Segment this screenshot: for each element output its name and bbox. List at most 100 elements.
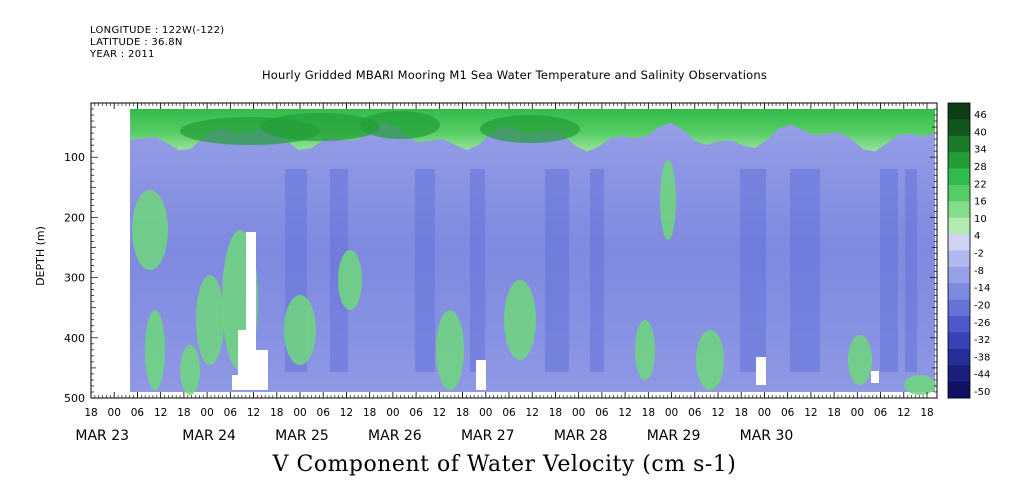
- green-intrusion-7: [635, 320, 655, 380]
- colorbar-segment: [948, 365, 970, 383]
- x-tick-label: 18: [84, 407, 97, 419]
- colorbar-label: 28: [974, 162, 987, 173]
- x-date-label: MAR 29: [647, 428, 701, 444]
- x-tick-label: 12: [340, 407, 353, 419]
- colorbar: 46 40 34 28 22 16 10 4 -2 -8 -14 -20 -26 -32 -38 -44 -50: [947, 102, 990, 399]
- x-tick-label: 00: [572, 407, 585, 419]
- x-tick-label: 18: [549, 407, 562, 419]
- x-tick-label: 06: [688, 407, 702, 419]
- x-tick-label: 00: [758, 407, 771, 419]
- y-tick-label: 100: [64, 151, 85, 164]
- blue-band-8: [880, 169, 898, 372]
- x-tick-labels: 18 00 06 12 18 00 06 12 18 00 06 12 18 00 06 12 18 00 06 12…: [84, 407, 933, 419]
- blue-band-4: [545, 169, 569, 372]
- x-date-label: MAR 27: [461, 428, 515, 444]
- colorbar-label: -26: [974, 318, 990, 329]
- colorbar-segment: [948, 316, 970, 333]
- blue-band-9: [905, 169, 917, 372]
- green-intrusion-10: [848, 335, 872, 385]
- surface-patch-2: [480, 115, 580, 144]
- colorbar-label: -44: [974, 370, 990, 381]
- x-date-label: MAR 24: [182, 428, 236, 444]
- x-tick-label: 00: [851, 407, 864, 419]
- y-tick-label: 200: [64, 211, 85, 224]
- missing-data-0: [246, 232, 256, 390]
- blue-band-5: [590, 169, 604, 372]
- green-intrusion-8: [660, 160, 676, 240]
- colorbar-segment: [948, 332, 970, 350]
- colorbar-label: 34: [974, 145, 987, 156]
- colorbar-label: -32: [974, 335, 990, 346]
- x-tick-label: 00: [386, 407, 399, 419]
- missing-data-6: [871, 371, 879, 383]
- green-intrusion-1: [196, 275, 224, 365]
- x-tick-label: 18: [177, 407, 190, 419]
- missing-data-4: [476, 360, 486, 390]
- x-date-label: MAR 28: [554, 428, 608, 444]
- blue-band-6: [740, 169, 766, 372]
- green-intrusion-9: [696, 330, 724, 390]
- x-date-label: MAR 25: [275, 428, 329, 444]
- x-tick-label: 00: [665, 407, 678, 419]
- x-tick-label: 00: [293, 407, 306, 419]
- missing-data-1: [238, 330, 246, 390]
- colorbar-segment: [948, 266, 970, 284]
- x-tick-label: 12: [711, 407, 724, 419]
- colorbar-frame: [947, 102, 971, 399]
- colorbar-label: -38: [974, 352, 990, 363]
- x-date-label: MAR 30: [740, 428, 794, 444]
- x-tick-label: 18: [456, 407, 469, 419]
- colorbar-segment: [948, 250, 970, 268]
- colorbar-label: 22: [974, 179, 987, 190]
- x-date-labels: MAR 23 MAR 24 MAR 25 MAR 26 MAR 27 MAR 28 MAR …: [75, 428, 793, 444]
- colorbar-segment: [948, 283, 970, 301]
- x-tick-label: 06: [317, 407, 331, 419]
- longitude-label: LONGITUDE : 122W(-122): [90, 25, 225, 36]
- x-tick-label: 06: [502, 407, 516, 419]
- colorbar-label: -20: [974, 300, 990, 311]
- plot-axes: [90, 102, 938, 399]
- colorbar-segment: [948, 152, 970, 170]
- blue-band-7: [790, 169, 820, 372]
- blue-band-3: [470, 169, 485, 372]
- colorbar-segment: [948, 119, 970, 137]
- green-intrusion-6: [504, 280, 536, 360]
- green-intrusion-13: [180, 345, 200, 395]
- chart-title: Hourly Gridded MBARI Mooring M1 Sea Wate…: [261, 68, 768, 82]
- y-tick-label: 400: [64, 332, 85, 345]
- colorbar-segment: [948, 381, 970, 399]
- x-tick-label: 12: [804, 407, 817, 419]
- missing-data-5: [756, 357, 766, 385]
- y-tick-labels: 100 200 300 400 500: [64, 151, 85, 405]
- colorbar-segment: [948, 201, 970, 219]
- x-tick-label: 00: [479, 407, 492, 419]
- x-tick-label: 18: [642, 407, 655, 419]
- colorbar-label: 10: [974, 214, 987, 225]
- x-tick-label: 12: [618, 407, 631, 419]
- x-date-label: MAR 26: [368, 428, 422, 444]
- x-tick-label: 12: [433, 407, 446, 419]
- latitude-label: LATITUDE : 36.8N: [90, 37, 183, 48]
- plot-frame: [90, 102, 938, 399]
- green-intrusion-12: [145, 310, 165, 390]
- green-intrusion-0: [132, 190, 168, 270]
- velocity-field: [130, 109, 936, 395]
- x-tick-label: 12: [154, 407, 167, 419]
- colorbar-segment: [948, 217, 970, 235]
- green-intrusion-4: [338, 250, 362, 310]
- x-tick-label: 06: [131, 407, 145, 419]
- x-tick-label: 18: [920, 407, 933, 419]
- x-date-label: MAR 23: [75, 428, 129, 444]
- missing-data-3: [232, 375, 240, 390]
- x-tick-label: 18: [735, 407, 748, 419]
- colorbar-segment: [948, 234, 970, 251]
- colorbar-segment: [948, 348, 970, 366]
- x-tick-label: 06: [874, 407, 888, 419]
- x-tick-label: 18: [270, 407, 283, 419]
- colorbar-segment: [948, 135, 970, 153]
- green-intrusion-11: [904, 375, 936, 395]
- x-tick-label: 06: [781, 407, 795, 419]
- colorbar-segment: [948, 168, 970, 186]
- year-label: YEAR : 2011: [90, 49, 155, 60]
